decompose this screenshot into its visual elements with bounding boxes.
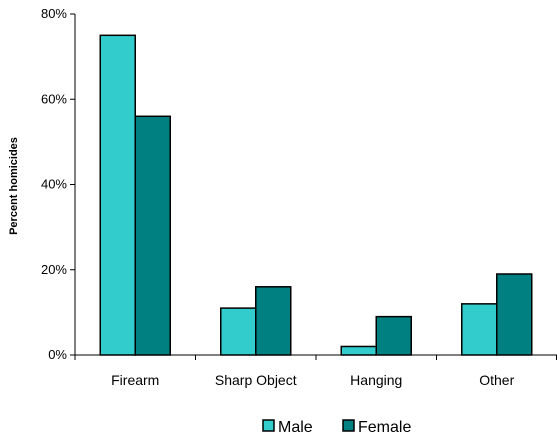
x-axis-labels: Firearm Sharp Object Hanging Other <box>111 372 514 388</box>
y-axis-title: Percent homicides <box>8 137 20 235</box>
y-axis-ticks: 0% 20% 40% 60% 80% <box>41 6 75 362</box>
x-category-label: Hanging <box>350 372 402 388</box>
bar-male-other <box>461 303 498 356</box>
bar-female-firearm <box>134 115 171 356</box>
y-tick-label: 0% <box>48 347 67 362</box>
bar-female-hanging <box>375 315 412 356</box>
y-tick-label: 60% <box>41 91 67 106</box>
legend-label-male: Male <box>278 419 313 436</box>
legend-swatch-female <box>342 419 355 432</box>
y-tick-label: 40% <box>41 177 67 192</box>
y-tick-label: 20% <box>41 262 67 277</box>
x-category-label: Sharp Object <box>215 372 297 388</box>
y-tick-label: 80% <box>41 6 67 21</box>
bar-male-sharp-object <box>220 307 257 356</box>
bar-male-firearm <box>99 34 136 356</box>
x-category-label: Firearm <box>111 372 159 388</box>
bar-female-sharp-object <box>255 286 292 356</box>
bar-male-hanging <box>340 345 377 356</box>
legend-swatch-male <box>262 419 275 432</box>
bar-female-other <box>496 273 533 356</box>
legend-label-female: Female <box>358 419 411 436</box>
legend: Male Female <box>262 419 411 436</box>
x-category-label: Other <box>479 372 514 388</box>
bars <box>99 34 533 356</box>
